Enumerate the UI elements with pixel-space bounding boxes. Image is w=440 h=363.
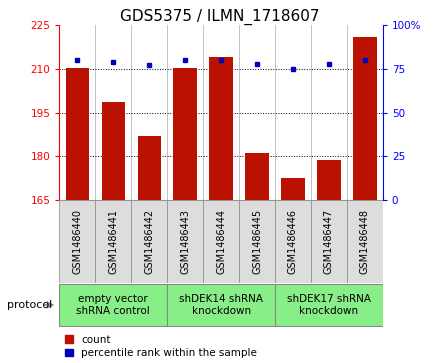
Bar: [66, 68, 89, 200]
Bar: [317, 160, 341, 200]
Text: empty vector
shRNA control: empty vector shRNA control: [77, 294, 150, 316]
Bar: [59, 200, 95, 283]
Bar: [275, 200, 311, 283]
Bar: [102, 102, 125, 200]
Bar: [209, 57, 233, 200]
Text: GSM1486446: GSM1486446: [288, 209, 298, 274]
Bar: [275, 284, 383, 326]
Bar: [347, 200, 383, 283]
Bar: [95, 200, 131, 283]
Legend: count, percentile rank within the sample: count, percentile rank within the sample: [65, 335, 257, 358]
Text: GSM1486440: GSM1486440: [72, 209, 82, 274]
Text: GSM1486447: GSM1486447: [324, 209, 334, 274]
Text: GSM1486448: GSM1486448: [360, 209, 370, 274]
Bar: [167, 200, 203, 283]
Bar: [246, 153, 269, 200]
Text: protocol: protocol: [7, 300, 52, 310]
Bar: [59, 284, 167, 326]
Text: GSM1486443: GSM1486443: [180, 209, 190, 274]
Text: GSM1486444: GSM1486444: [216, 209, 226, 274]
Text: GSM1486441: GSM1486441: [108, 209, 118, 274]
Text: GSM1486442: GSM1486442: [144, 209, 154, 274]
Bar: [353, 37, 377, 200]
Bar: [239, 200, 275, 283]
Bar: [167, 284, 275, 326]
Text: GSM1486445: GSM1486445: [252, 209, 262, 274]
Text: GDS5375 / ILMN_1718607: GDS5375 / ILMN_1718607: [120, 9, 320, 25]
Bar: [131, 200, 167, 283]
Bar: [281, 178, 304, 200]
Text: shDEK14 shRNA
knockdown: shDEK14 shRNA knockdown: [179, 294, 263, 316]
Bar: [173, 68, 197, 200]
Bar: [311, 200, 347, 283]
Text: shDEK17 shRNA
knockdown: shDEK17 shRNA knockdown: [287, 294, 371, 316]
Bar: [138, 136, 161, 200]
Bar: [203, 200, 239, 283]
